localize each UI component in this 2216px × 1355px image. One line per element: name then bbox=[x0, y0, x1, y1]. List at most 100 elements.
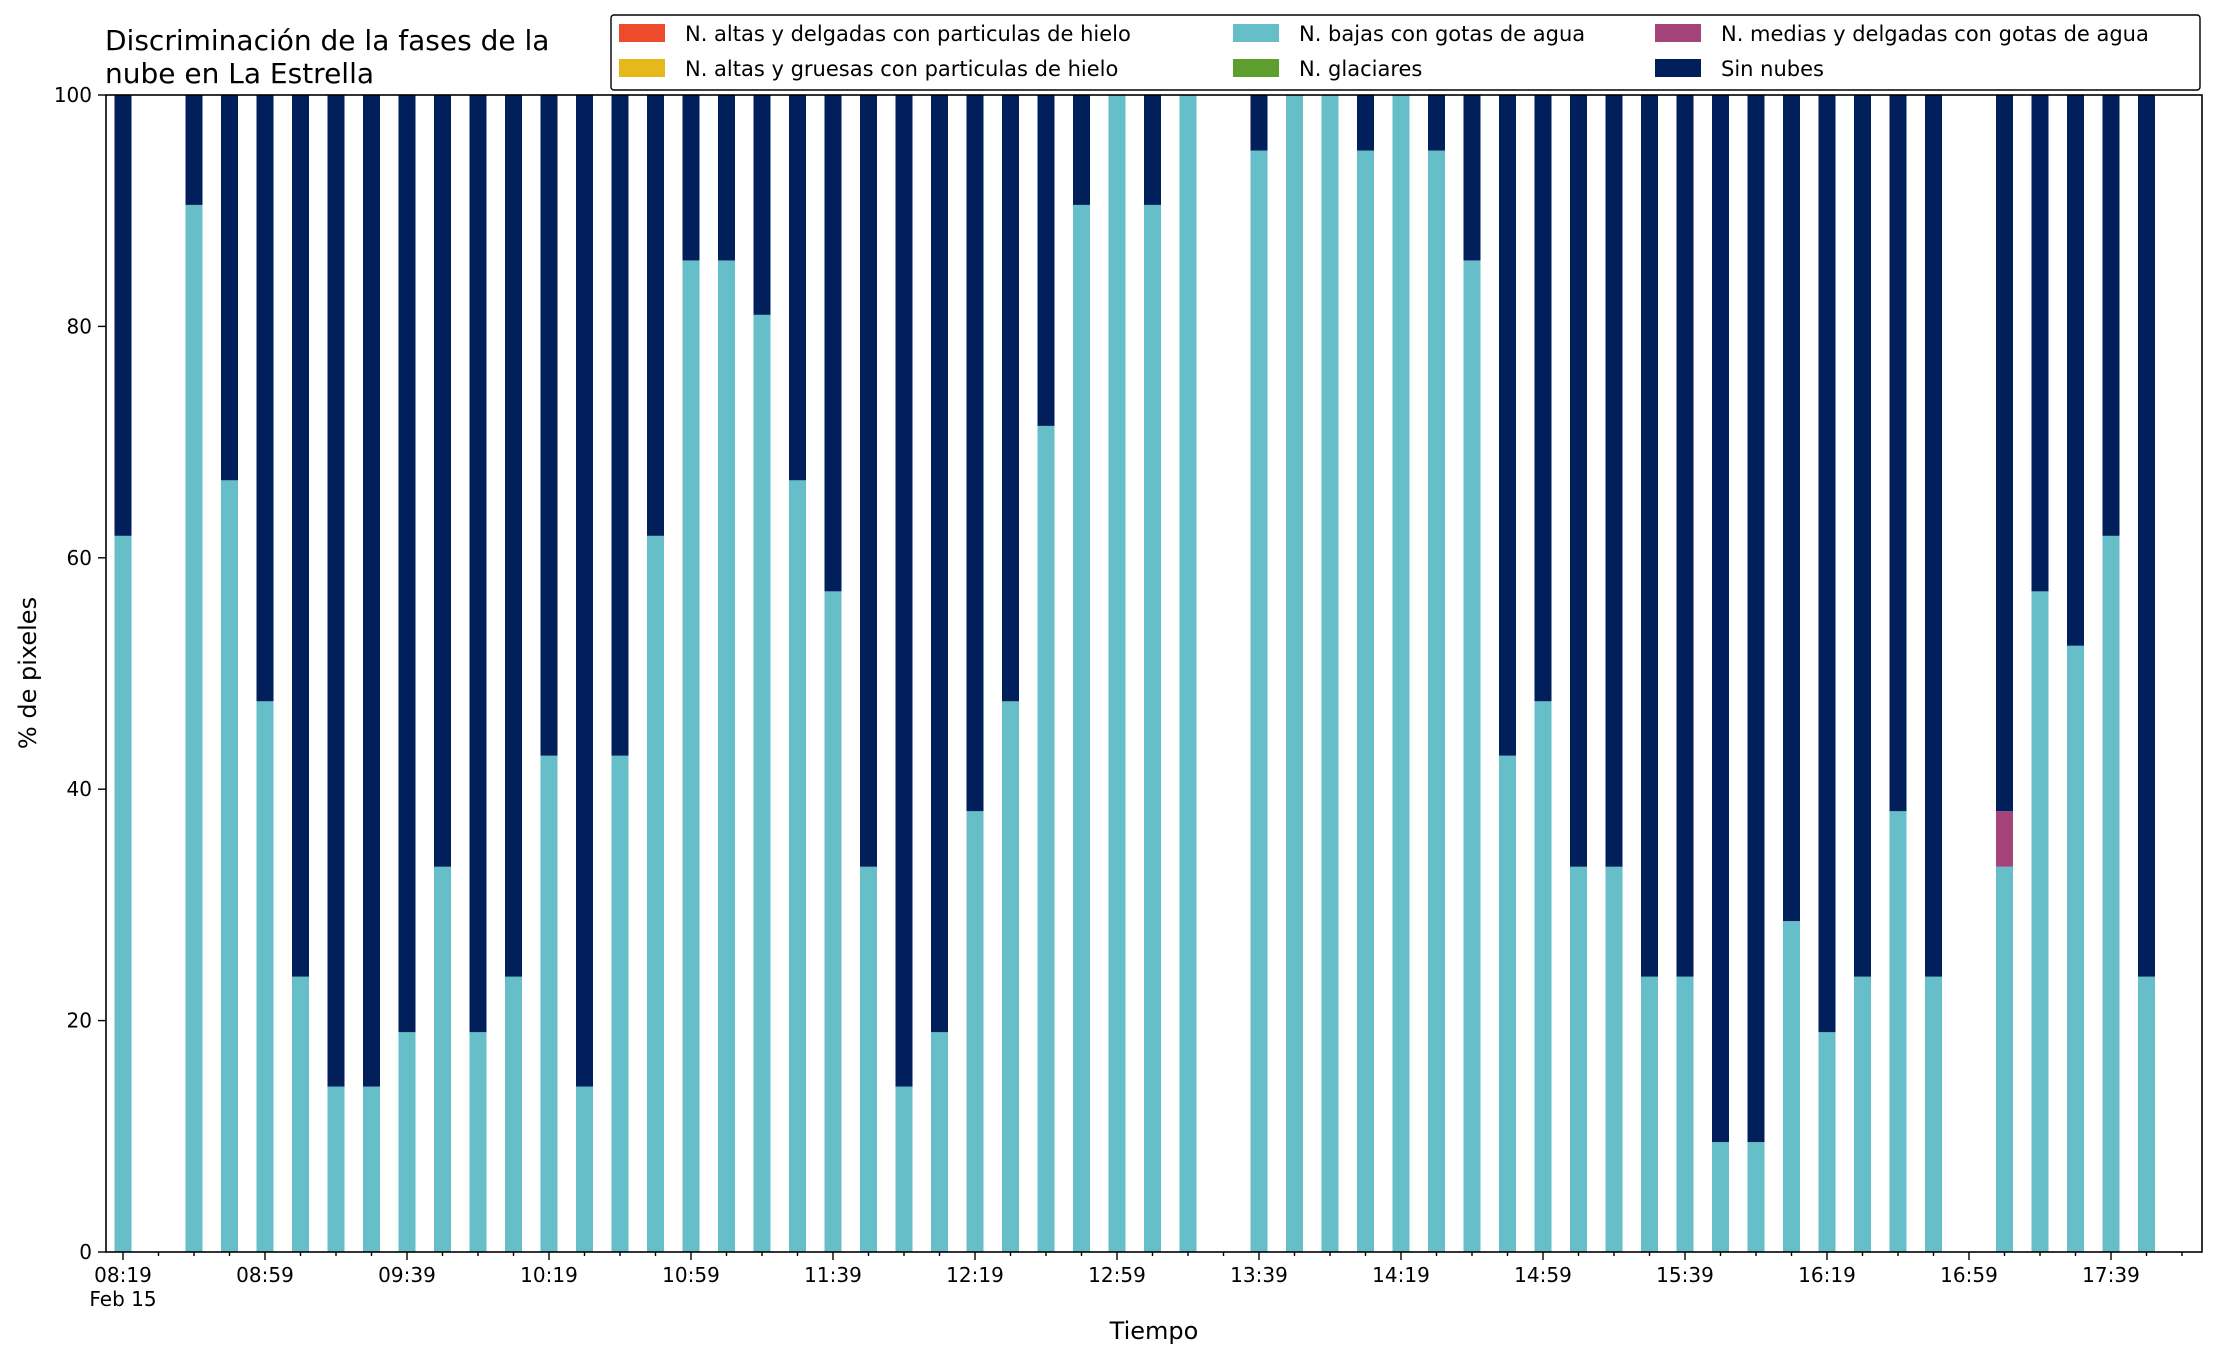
bar-segment-6-57 bbox=[2102, 95, 2120, 536]
bar-segment-6-40 bbox=[1499, 95, 1516, 756]
x-tick-label: 09:39 bbox=[378, 1263, 436, 1287]
bar-segment-3-51 bbox=[1889, 811, 1907, 1252]
legend-label-1: N. altas y delgadas con particulas de hi… bbox=[685, 22, 1131, 46]
chart-title-line-2: nube en La Estrella bbox=[105, 57, 374, 90]
bar-segment-3-10 bbox=[434, 866, 451, 1252]
x-axis-label: Tiempo bbox=[1109, 1317, 1199, 1345]
bar-segment-3-18 bbox=[718, 260, 735, 1252]
x-tick-label: 17:39 bbox=[2082, 1263, 2140, 1287]
bar-segment-3-36 bbox=[1357, 150, 1374, 1252]
bar-segment-6-46 bbox=[1712, 95, 1729, 1143]
bar-segment-3-55 bbox=[2031, 591, 2049, 1252]
bar-segment-6-8 bbox=[363, 95, 380, 1087]
bar-segment-6-51 bbox=[1889, 95, 1907, 812]
bar-segment-3-9 bbox=[398, 1032, 416, 1252]
bar-segment-3-46 bbox=[1712, 1142, 1729, 1252]
x-tick-label: 12:59 bbox=[1088, 1263, 1146, 1287]
bar-segment-3-24 bbox=[931, 1032, 948, 1252]
bar-segment-6-50 bbox=[1854, 95, 1871, 977]
x-axis: 08:19 08:59 09:39 10:19 10:59 11:39 12:19 12:59… bbox=[94, 1252, 2183, 1287]
bar-segment-3-40 bbox=[1499, 755, 1516, 1252]
bar-segment-6-15 bbox=[611, 95, 629, 756]
bar-segment-6-22 bbox=[860, 95, 877, 867]
bar-segment-3-52 bbox=[1925, 976, 1942, 1252]
bar-segment-6-18 bbox=[718, 95, 735, 261]
bar-segment-3-5 bbox=[256, 701, 274, 1252]
bar-segment-3-3 bbox=[185, 204, 203, 1252]
bar-segment-6-13 bbox=[540, 95, 558, 756]
bar-segment-3-15 bbox=[611, 755, 629, 1252]
bar-segment-6-9 bbox=[398, 95, 416, 1033]
bar-segment-3-35 bbox=[1321, 95, 1339, 1252]
bar-segment-6-25 bbox=[966, 95, 984, 812]
bars-layer bbox=[114, 95, 2155, 1253]
bar-segment-6-48 bbox=[1783, 95, 1800, 922]
bar-segment-6-44 bbox=[1641, 95, 1658, 977]
x-tick-label: 13:39 bbox=[1230, 1263, 1288, 1287]
x-axis-date-label: Feb 15 bbox=[89, 1287, 156, 1311]
legend-label-3: N. bajas con gotas de agua bbox=[1299, 22, 1585, 46]
bar-segment-3-57 bbox=[2102, 535, 2120, 1252]
y-tick-label-80: 80 bbox=[67, 314, 92, 338]
bar-segment-6-4 bbox=[221, 95, 238, 481]
bar-segment-6-56 bbox=[2067, 95, 2084, 646]
bar-segment-6-38 bbox=[1428, 95, 1445, 151]
bar-segment-6-7 bbox=[327, 95, 345, 1087]
legend-label-4: N. glaciares bbox=[1299, 57, 1422, 81]
bar-segment-3-31 bbox=[1179, 95, 1197, 1252]
bar-segment-3-20 bbox=[789, 480, 806, 1252]
bar-segment-3-26 bbox=[1002, 701, 1019, 1252]
bar-segment-3-42 bbox=[1570, 866, 1587, 1252]
bar-segment-6-21 bbox=[824, 95, 842, 592]
bar-segment-6-14 bbox=[576, 95, 593, 1087]
bar-segment-6-43 bbox=[1605, 95, 1623, 867]
x-tick-label: 16:19 bbox=[1798, 1263, 1856, 1287]
bar-segment-6-12 bbox=[505, 95, 522, 977]
y-axis: 0 20 40 60 80 100 bbox=[54, 83, 106, 1264]
bar-segment-3-7 bbox=[327, 1086, 345, 1252]
bar-segment-3-44 bbox=[1641, 976, 1658, 1252]
x-tick-label: 14:59 bbox=[1514, 1263, 1572, 1287]
bar-segment-5-54 bbox=[1996, 811, 2013, 867]
chart-title-line-1: Discriminación de la fases de la bbox=[105, 24, 549, 57]
bar-segment-3-33 bbox=[1250, 150, 1268, 1252]
bar-segment-3-37 bbox=[1392, 95, 1410, 1252]
y-axis-label: % de pixeles bbox=[14, 597, 42, 749]
bar-segment-3-43 bbox=[1605, 866, 1623, 1252]
bar-segment-6-19 bbox=[753, 95, 771, 315]
bar-segment-3-50 bbox=[1854, 976, 1871, 1252]
bar-segment-6-10 bbox=[434, 95, 451, 867]
bar-segment-3-17 bbox=[682, 260, 700, 1252]
bar-segment-3-16 bbox=[647, 535, 664, 1252]
bar-segment-3-13 bbox=[540, 755, 558, 1252]
legend-label-6: Sin nubes bbox=[1721, 57, 1824, 81]
bar-segment-3-11 bbox=[469, 1032, 487, 1252]
x-tick-label: 16:59 bbox=[1940, 1263, 1998, 1287]
legend-swatch-5 bbox=[1655, 24, 1701, 42]
bar-segment-6-41 bbox=[1534, 95, 1552, 702]
bar-segment-6-11 bbox=[469, 95, 487, 1033]
legend-swatch-1 bbox=[619, 24, 665, 42]
legend-label-5: N. medias y delgadas con gotas de agua bbox=[1721, 22, 2149, 46]
bar-segment-3-12 bbox=[505, 976, 522, 1252]
bar-segment-6-23 bbox=[895, 95, 913, 1087]
bar-segment-6-20 bbox=[789, 95, 806, 481]
bar-segment-6-45 bbox=[1676, 95, 1694, 977]
bar-segment-3-47 bbox=[1747, 1142, 1765, 1252]
bar-segment-6-58 bbox=[2138, 95, 2155, 977]
bar-segment-3-49 bbox=[1818, 1032, 1836, 1252]
x-tick-label: 11:39 bbox=[804, 1263, 862, 1287]
y-tick-label-60: 60 bbox=[67, 546, 92, 570]
bar-segment-6-28 bbox=[1073, 95, 1090, 205]
legend-swatch-6 bbox=[1655, 59, 1701, 77]
bar-segment-3-22 bbox=[860, 866, 877, 1252]
bar-segment-3-25 bbox=[966, 811, 984, 1252]
bar-segment-6-30 bbox=[1144, 95, 1161, 205]
bar-segment-6-6 bbox=[292, 95, 309, 977]
bar-segment-6-17 bbox=[682, 95, 700, 261]
bar-segment-3-29 bbox=[1108, 95, 1126, 1252]
bar-segment-6-36 bbox=[1357, 95, 1374, 151]
legend: N. altas y delgadas con particulas de hi… bbox=[610, 14, 2201, 91]
legend-swatch-4 bbox=[1233, 59, 1279, 77]
bar-segment-6-24 bbox=[931, 95, 948, 1033]
